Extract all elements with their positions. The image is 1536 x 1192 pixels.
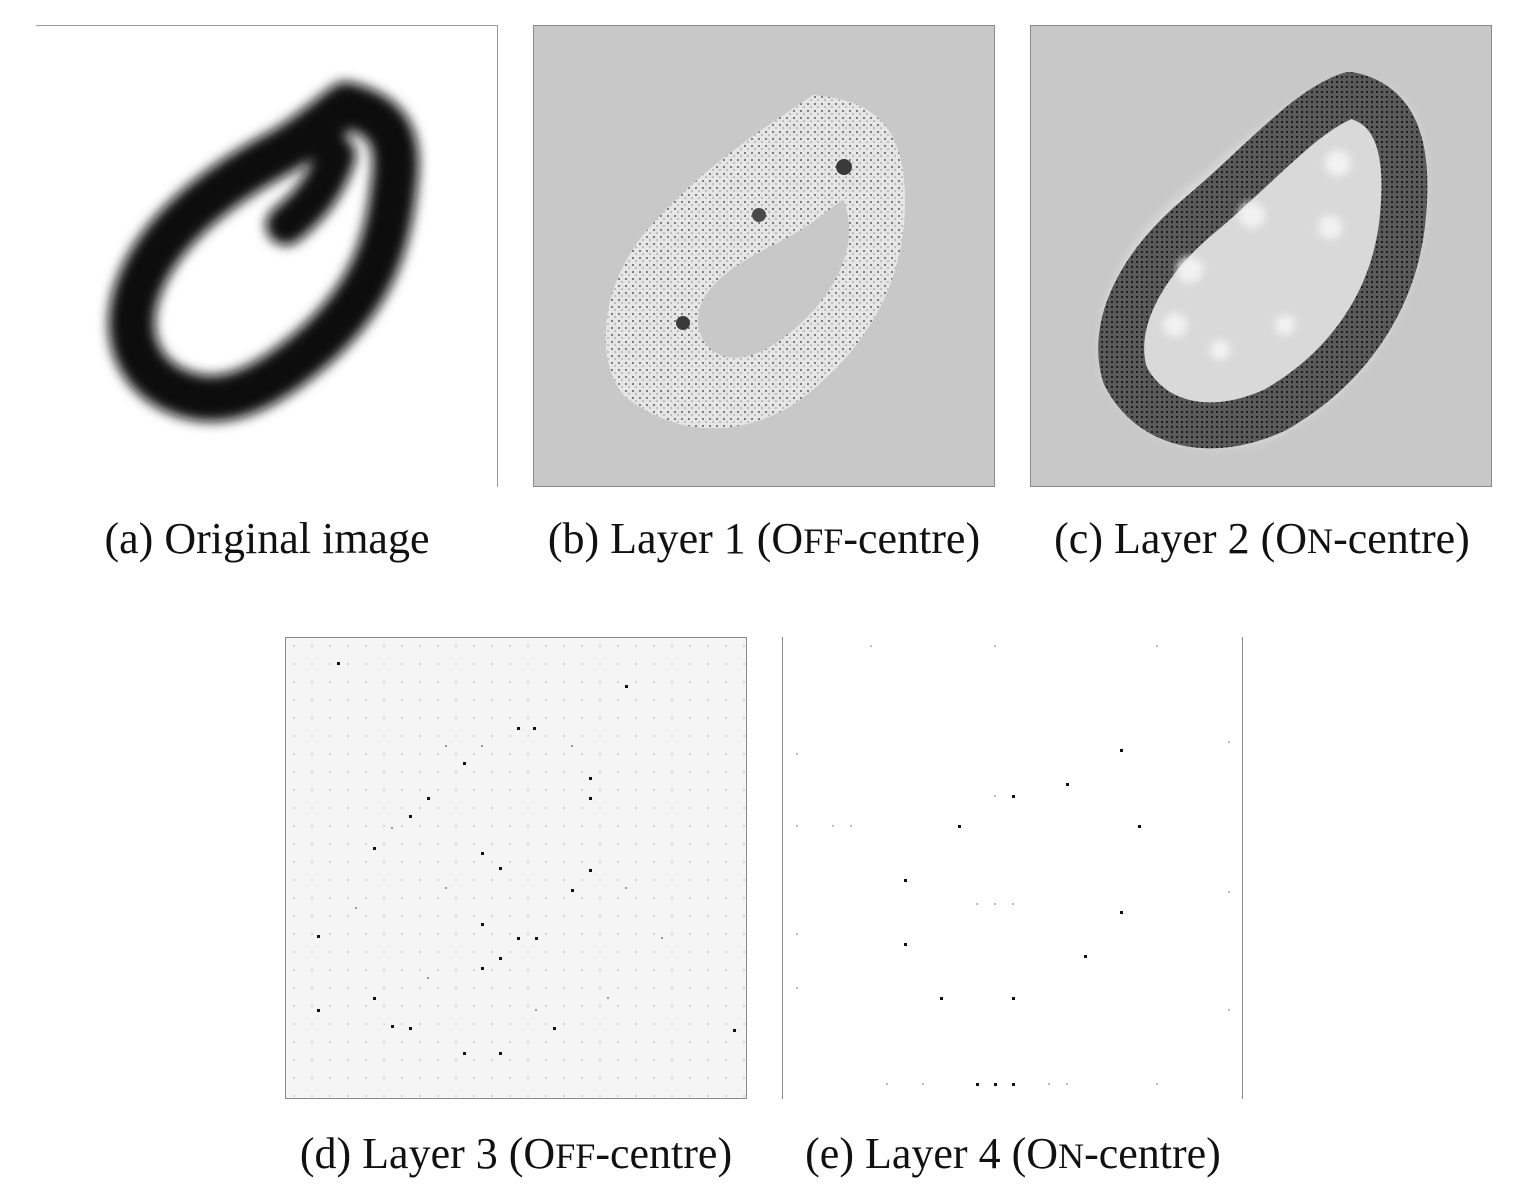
panel-c-layer2-on-centre [1030, 25, 1492, 487]
caption-c-sc2: N [1307, 521, 1334, 561]
layer3-response-map [285, 637, 747, 1099]
panel-a-original-image [36, 25, 498, 487]
caption-b-suffix: -centre) [843, 514, 981, 563]
panel-b-layer1-off-centre [533, 25, 995, 487]
layer2-response-map [1030, 25, 1492, 487]
layer4-response-map [782, 637, 1244, 1099]
panel-d-layer3-off-centre [285, 637, 747, 1099]
caption-e: (e) Layer 4 (ON-centre) [772, 1132, 1254, 1176]
caption-d-prefix: (d) Layer 3 ( [299, 1129, 524, 1178]
caption-d-sc1: O [523, 1129, 556, 1178]
caption-a-text: (a) Original image [104, 514, 430, 563]
layer1-response-map [533, 25, 995, 487]
caption-c: (c) Layer 2 (ON-centre) [1018, 517, 1506, 561]
caption-c-sc1: O [1275, 514, 1307, 563]
caption-e-suffix: -centre) [1084, 1129, 1221, 1178]
caption-d-suffix: -centre) [595, 1129, 733, 1178]
caption-c-prefix: (c) Layer 2 ( [1054, 514, 1276, 563]
caption-b: (b) Layer 1 (OFF-centre) [515, 517, 1013, 561]
caption-a: (a) Original image [36, 517, 498, 561]
caption-e-sc2: N [1058, 1136, 1085, 1176]
caption-e-sc1: O [1026, 1129, 1058, 1178]
original-digit-image [36, 25, 498, 487]
caption-b-sc1: O [771, 514, 804, 563]
caption-e-prefix: (e) Layer 4 ( [805, 1129, 1027, 1178]
caption-c-suffix: -centre) [1333, 514, 1470, 563]
caption-b-sc2: FF [803, 521, 844, 561]
caption-b-prefix: (b) Layer 1 ( [547, 514, 772, 563]
caption-d: (d) Layer 3 (OFF-centre) [270, 1132, 762, 1176]
caption-d-sc2: FF [555, 1136, 596, 1176]
panel-e-layer4-on-centre [782, 637, 1244, 1099]
